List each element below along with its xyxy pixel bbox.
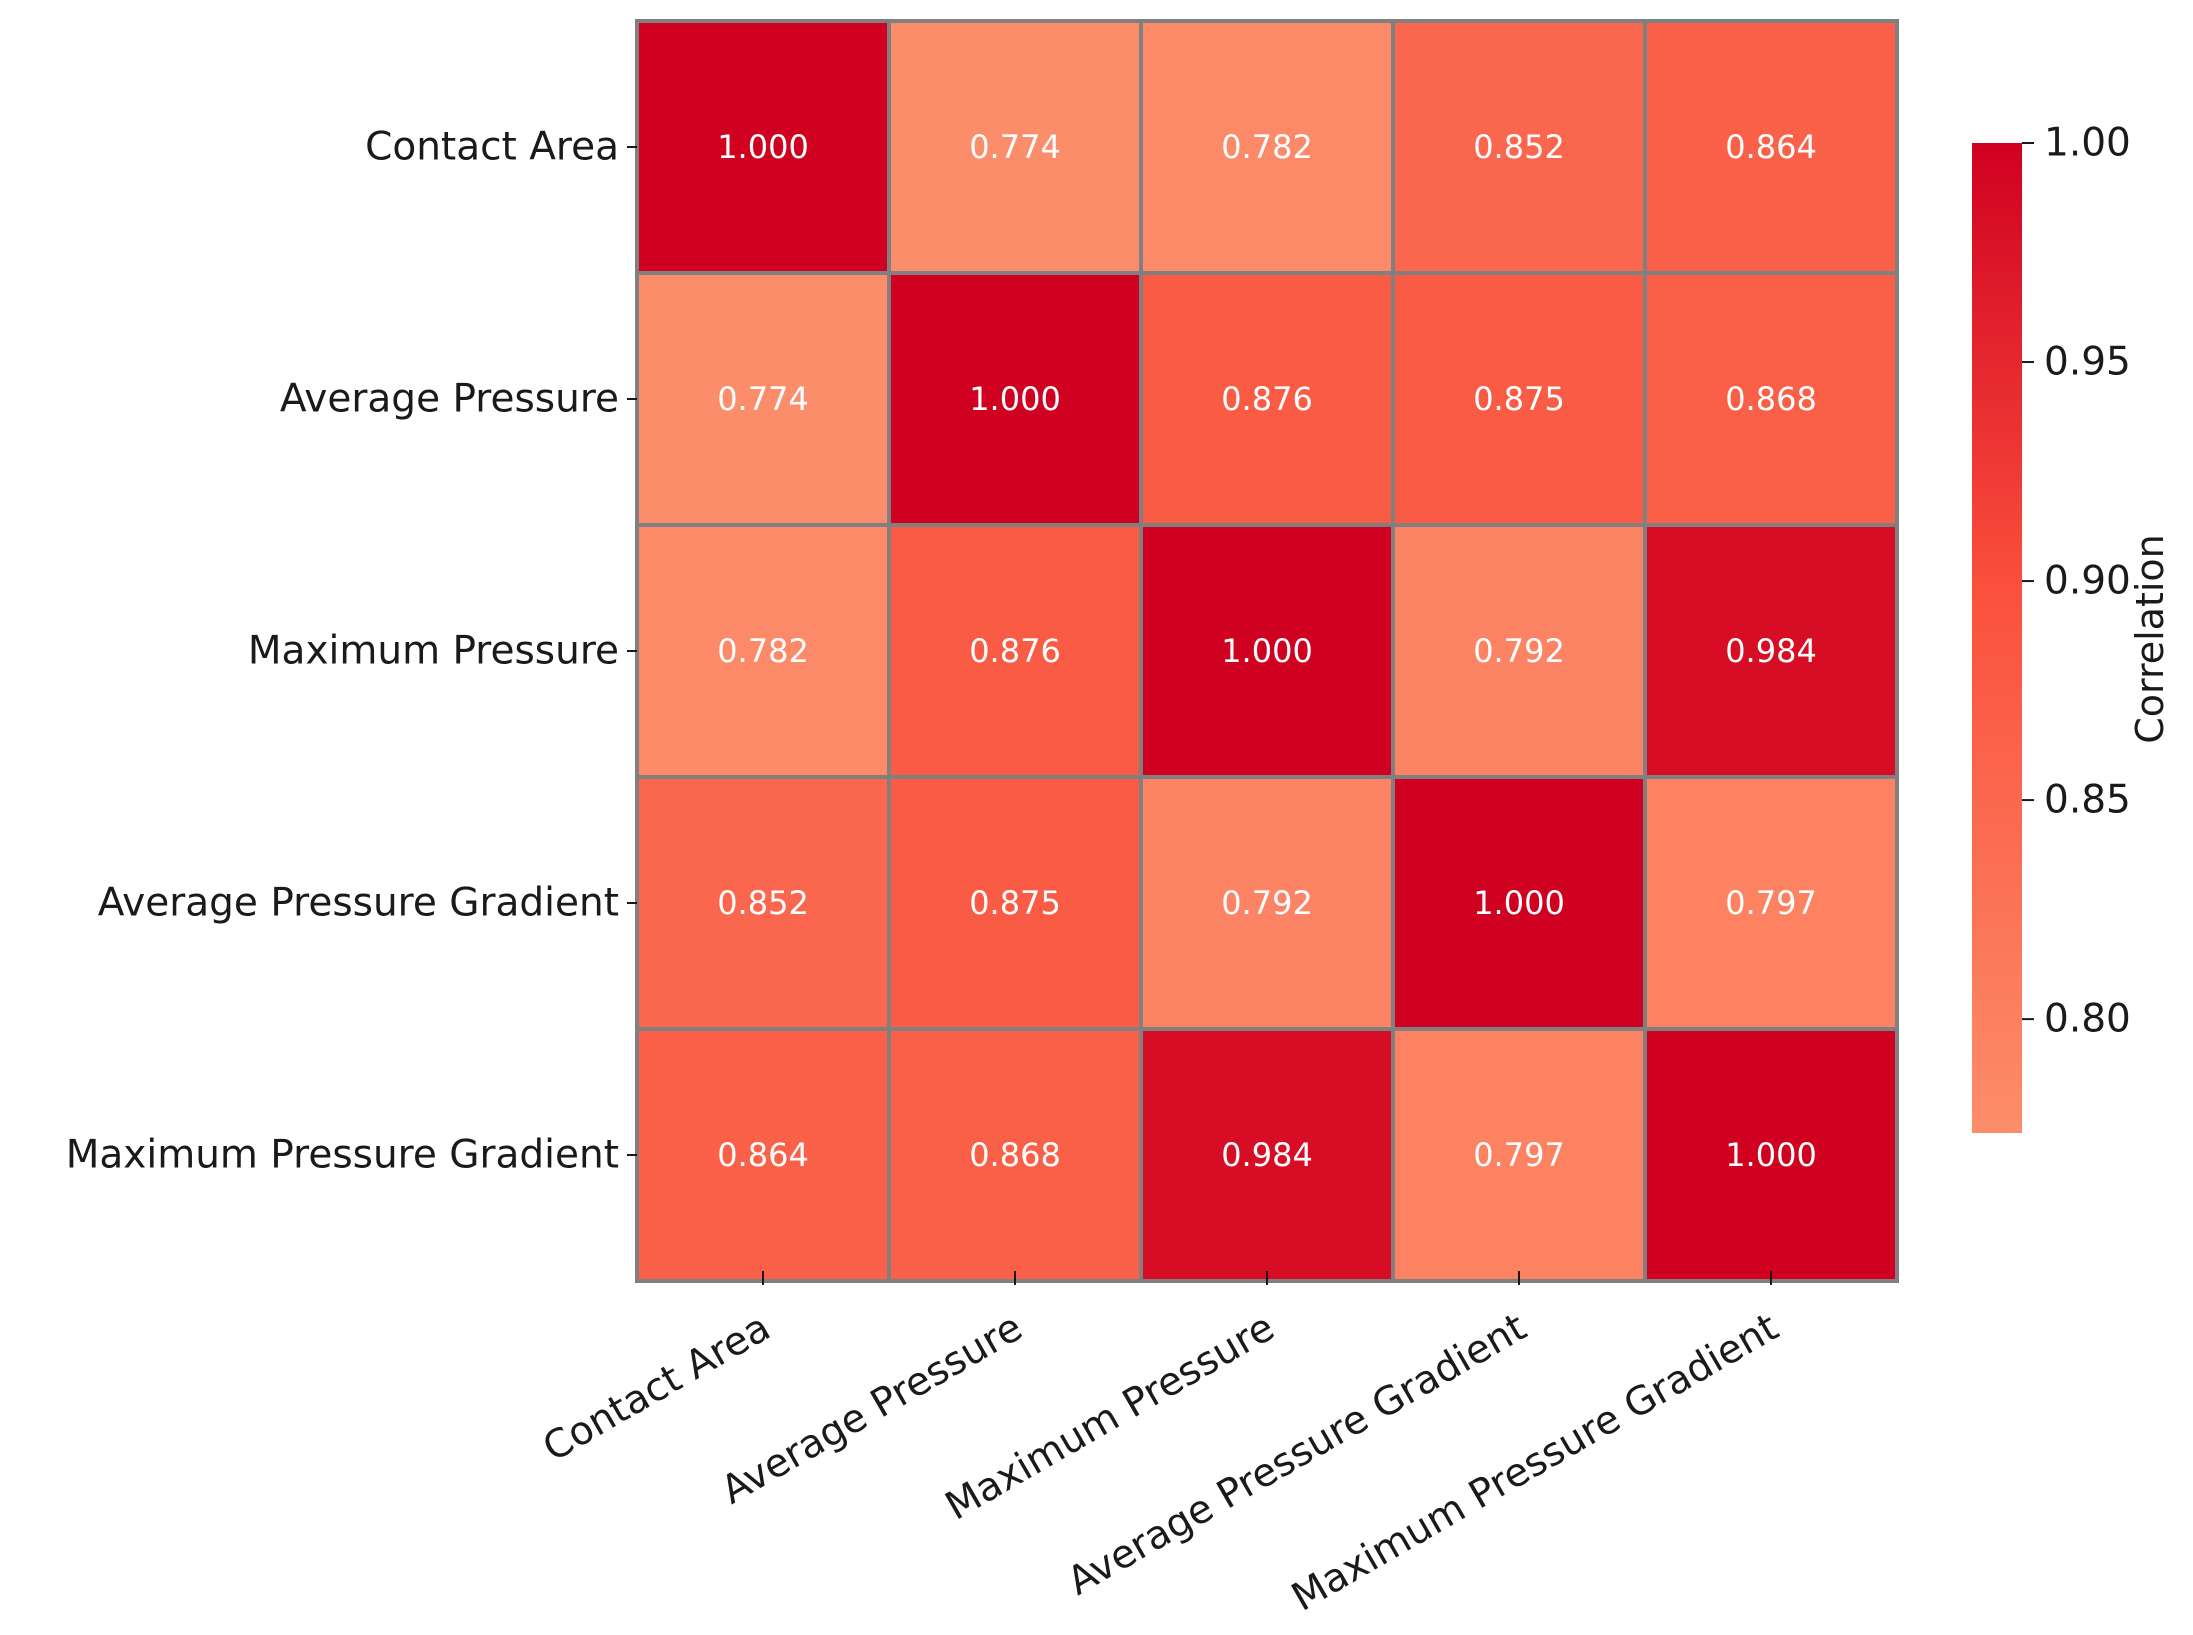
heatmap-cell (887, 523, 1143, 779)
colorbar-tick-label: 0.90 (2044, 559, 2131, 604)
cell-value-label: 1.000 (1473, 884, 1565, 922)
row-label: Contact Area (365, 125, 619, 170)
heatmap-cell (1391, 523, 1647, 779)
heatmap-cells (635, 19, 1899, 1283)
cell-value-label: 0.875 (1473, 380, 1565, 418)
cell-value-label: 0.797 (1473, 1136, 1565, 1174)
cell-value-label: 1.000 (717, 128, 809, 166)
heatmap-cell (887, 1027, 1143, 1283)
heatmap-cell (1139, 271, 1395, 527)
heatmap-cell (1139, 775, 1395, 1031)
colorbar-tick-label: 0.80 (2044, 997, 2131, 1042)
heatmap-cell (1643, 271, 1899, 527)
heatmap-value-labels: 1.000 0.774 0.782 0.852 0.864 0.774 1.000 0.876… (717, 128, 1817, 1174)
heatmap-cell (1139, 1027, 1395, 1283)
colorbar: 0.80 0.85 0.90 0.95 1.00 Correlation (1972, 121, 2172, 1133)
heatmap-cell (1391, 19, 1647, 275)
cell-value-label: 0.875 (969, 884, 1061, 922)
cell-value-label: 0.792 (1221, 884, 1313, 922)
heatmap-cell (1391, 775, 1647, 1031)
row-label: Average Pressure (280, 377, 619, 422)
cell-value-label: 0.852 (1473, 128, 1565, 166)
row-label: Maximum Pressure (248, 629, 619, 674)
row-label: Average Pressure Gradient (98, 881, 619, 926)
cell-value-label: 0.864 (1725, 128, 1817, 166)
heatmap-cell (1643, 1027, 1899, 1283)
cell-value-label: 0.774 (969, 128, 1061, 166)
heatmap-cell (635, 19, 891, 275)
heatmap-cell (635, 1027, 891, 1283)
cell-value-label: 0.984 (1221, 1136, 1313, 1174)
cell-value-label: 0.782 (1221, 128, 1313, 166)
cell-value-label: 1.000 (969, 380, 1061, 418)
cell-value-label: 0.782 (717, 632, 809, 670)
colorbar-gradient (1972, 143, 2022, 1133)
heatmap-cell (1643, 775, 1899, 1031)
cell-value-label: 1.000 (1221, 632, 1313, 670)
cell-value-label: 0.852 (717, 884, 809, 922)
cell-value-label: 0.797 (1725, 884, 1817, 922)
cell-value-label: 0.984 (1725, 632, 1817, 670)
cell-value-label: 0.864 (717, 1136, 809, 1174)
cell-value-label: 0.868 (969, 1136, 1061, 1174)
colorbar-tick-label: 0.85 (2044, 778, 2131, 823)
cell-value-label: 0.774 (717, 380, 809, 418)
row-labels: Contact Area Average Pressure Maximum Pres… (66, 125, 637, 1178)
column-label: Average Pressure Gradient (1060, 1305, 1534, 1605)
colorbar-tick-label: 0.95 (2044, 340, 2131, 385)
row-label: Maximum Pressure Gradient (66, 1133, 619, 1178)
column-label: Contact Area (536, 1305, 778, 1471)
cell-value-label: 0.876 (1221, 380, 1313, 418)
heatmap-cell (887, 19, 1143, 275)
column-label: Maximum Pressure Gradient (1284, 1305, 1786, 1621)
colorbar-tick-label: 1.00 (2044, 121, 2131, 166)
cell-value-label: 0.868 (1725, 380, 1817, 418)
colorbar-title: Correlation (2128, 534, 2172, 744)
cell-value-label: 0.876 (969, 632, 1061, 670)
cell-value-label: 1.000 (1725, 1136, 1817, 1174)
heatmap-cell (887, 775, 1143, 1031)
cell-value-label: 0.792 (1473, 632, 1565, 670)
